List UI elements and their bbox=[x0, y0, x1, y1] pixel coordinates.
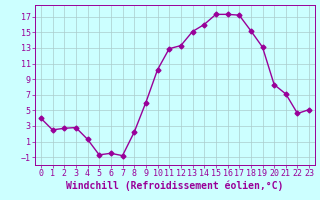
X-axis label: Windchill (Refroidissement éolien,°C): Windchill (Refroidissement éolien,°C) bbox=[66, 181, 284, 191]
